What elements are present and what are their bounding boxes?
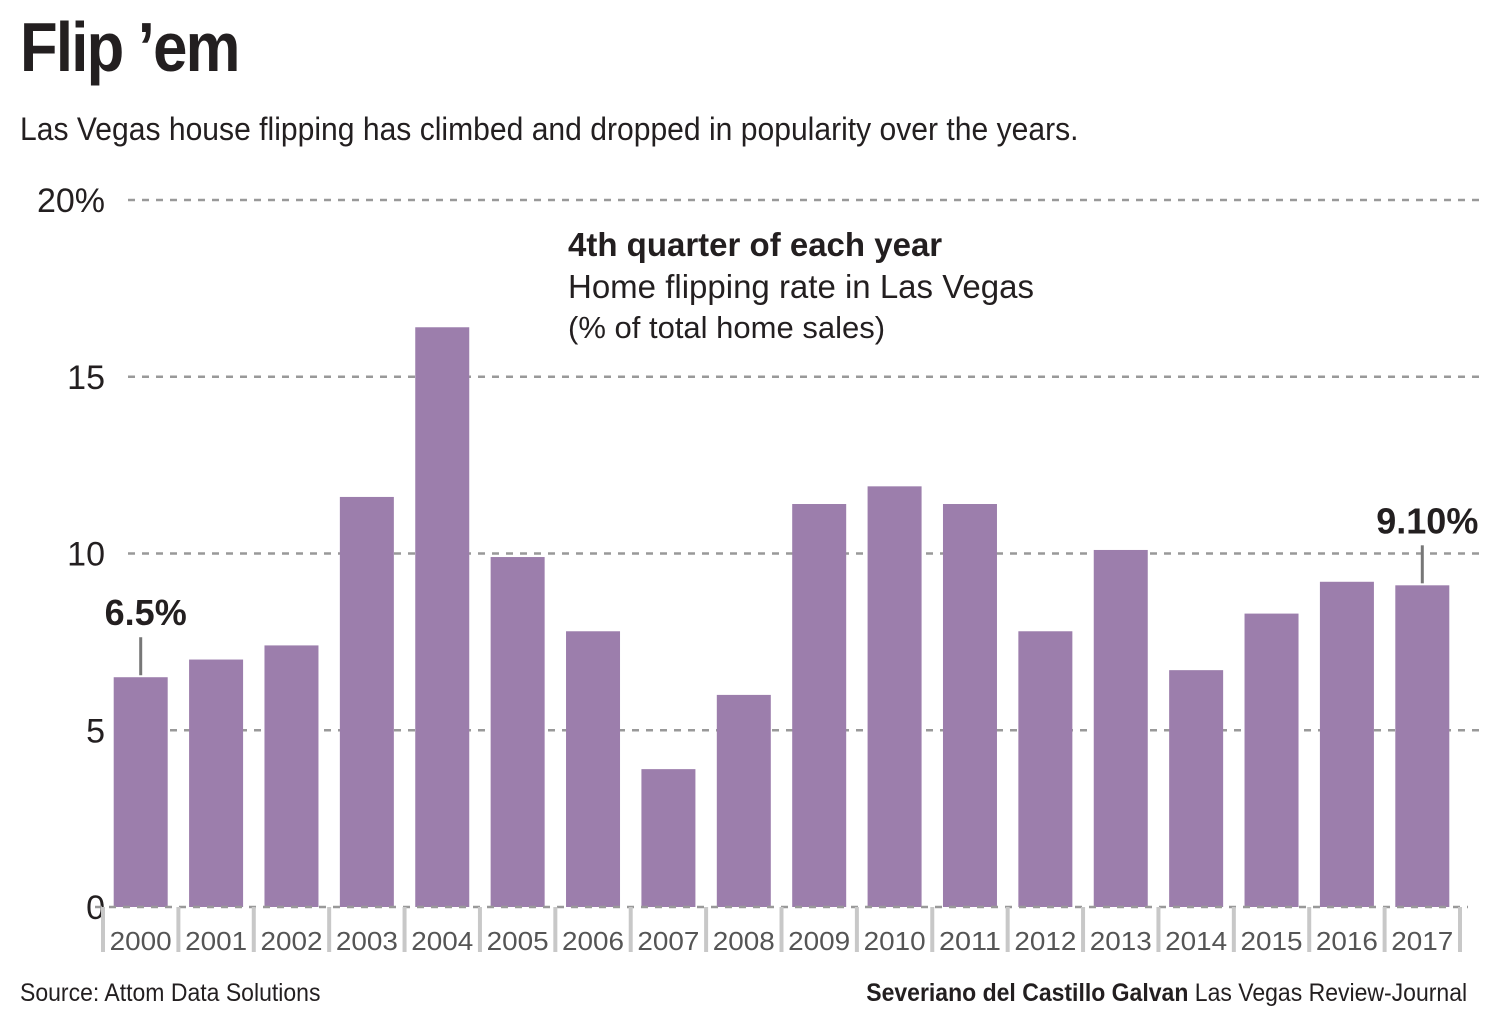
y-tick-label: 10 bbox=[67, 536, 105, 574]
x-tick-label: 2015 bbox=[1241, 926, 1303, 956]
bar-2016 bbox=[1319, 581, 1374, 907]
bar-2011 bbox=[942, 504, 997, 907]
x-tick-label: 2003 bbox=[336, 926, 398, 956]
credit-organization: Las Vegas Review-Journal bbox=[1194, 979, 1467, 1007]
bar-2005 bbox=[490, 557, 545, 907]
y-tick-label: 5 bbox=[86, 712, 105, 750]
x-tick-label: 2002 bbox=[260, 926, 322, 956]
y-tick-label: 20% bbox=[37, 182, 105, 220]
x-axis-tick-labels: 2000 2001 2002 2003 2004 2005 2006 2007 2008 2009… bbox=[110, 926, 1454, 956]
x-tick-label: 2007 bbox=[637, 926, 699, 956]
chart-unit-note: (% of total home sales) bbox=[568, 310, 885, 345]
x-tick-label: 2009 bbox=[788, 926, 850, 956]
x-axis bbox=[95, 905, 1468, 952]
chart-legend-block: 4th quarter of each year Home flipping r… bbox=[568, 226, 1034, 345]
credit-author: Severiano del Castillo Galvan bbox=[866, 979, 1189, 1007]
bar-2009 bbox=[792, 504, 847, 907]
bar-2006 bbox=[566, 631, 621, 907]
x-tick-label: 2000 bbox=[110, 926, 172, 956]
x-tick-label: 2014 bbox=[1165, 926, 1227, 956]
bar-2012 bbox=[1018, 631, 1073, 907]
bar-2000 bbox=[113, 677, 168, 907]
bar-2004 bbox=[415, 327, 470, 907]
annotation-label: 6.5% bbox=[105, 592, 187, 633]
bar-2002 bbox=[264, 645, 319, 907]
credit-line: Severiano del Castillo Galvan Las Vegas … bbox=[866, 978, 1467, 1008]
x-tick-label: 2017 bbox=[1391, 926, 1453, 956]
annotations: 6.5% 9.10% bbox=[105, 500, 1478, 676]
x-tick-label: 2006 bbox=[562, 926, 624, 956]
x-tick-label: 2005 bbox=[487, 926, 549, 956]
chart-inner-subtitle: Home flipping rate in Las Vegas bbox=[568, 268, 1034, 305]
bar-2003 bbox=[339, 496, 394, 907]
bar-2015 bbox=[1244, 613, 1299, 907]
y-tick-label: 15 bbox=[67, 359, 105, 397]
x-tick-label: 2013 bbox=[1090, 926, 1152, 956]
chart-subtitle: Las Vegas house flipping has climbed and… bbox=[20, 111, 1079, 147]
x-tick-label: 2004 bbox=[411, 926, 473, 956]
bar-2007 bbox=[641, 769, 696, 907]
x-tick-label: 2016 bbox=[1316, 926, 1378, 956]
bar-2010 bbox=[867, 486, 922, 907]
bar-2014 bbox=[1169, 670, 1224, 907]
x-tick-label: 2001 bbox=[185, 926, 247, 956]
bar-2017 bbox=[1395, 585, 1450, 907]
x-tick-label: 2011 bbox=[939, 926, 1001, 956]
source-note: Source: Attom Data Solutions bbox=[20, 979, 321, 1007]
bar-2001 bbox=[189, 659, 244, 907]
bar-2008 bbox=[716, 694, 771, 907]
x-tick-label: 2012 bbox=[1014, 926, 1076, 956]
x-tick-label: 2008 bbox=[713, 926, 775, 956]
bar-2013 bbox=[1093, 549, 1148, 907]
chart-inner-title: 4th quarter of each year bbox=[568, 226, 942, 263]
bars bbox=[113, 327, 1450, 907]
chart-title: Flip ’em bbox=[20, 8, 240, 86]
annotation-label: 9.10% bbox=[1376, 500, 1478, 541]
x-tick-label: 2010 bbox=[864, 926, 926, 956]
